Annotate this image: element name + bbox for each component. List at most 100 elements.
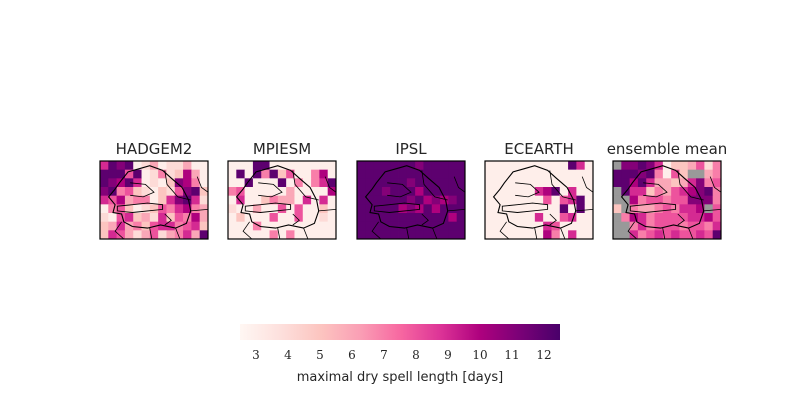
- heatmap-cell: [518, 178, 527, 188]
- heatmap-cell: [149, 169, 159, 179]
- heatmap-cell: [373, 187, 383, 197]
- heatmap-cell: [551, 178, 561, 188]
- heatmap-cell: [456, 187, 466, 197]
- heatmap-cell: [696, 204, 705, 214]
- heatmap-cell: [149, 187, 159, 197]
- heatmap-cell: [415, 161, 424, 171]
- heatmap-cell: [365, 169, 375, 179]
- heatmap-cell: [493, 221, 503, 231]
- heatmap-cell: [244, 169, 254, 179]
- heatmap-cell: [252, 169, 262, 179]
- heatmap-cell: [440, 204, 449, 214]
- heatmap-cell: [116, 169, 126, 179]
- heatmap-cell: [166, 169, 176, 179]
- heatmap-cell: [423, 204, 433, 214]
- heatmap-cell: [357, 178, 366, 188]
- heatmap-cell: [501, 221, 511, 231]
- heatmap-cell: [493, 161, 503, 171]
- heatmap-cell: [319, 178, 329, 188]
- region-border: [549, 213, 557, 226]
- heatmap-cell: [261, 230, 270, 240]
- heatmap-cell: [141, 169, 151, 179]
- heatmap-cell: [621, 213, 631, 223]
- heatmap-cell: [662, 187, 672, 197]
- heatmap-cell: [654, 178, 664, 188]
- region-border: [318, 209, 337, 212]
- heatmap-cell: [456, 161, 466, 171]
- heatmap-cell: [584, 195, 594, 205]
- heatmap-cell: [277, 204, 287, 214]
- heatmap-cell: [423, 169, 433, 179]
- heatmap-cell: [493, 195, 503, 205]
- heatmap-cell: [456, 178, 466, 188]
- heatmap-cell: [365, 161, 375, 171]
- region-border: [292, 170, 319, 201]
- heatmap-cells: [485, 161, 594, 240]
- heatmap-cell: [390, 195, 399, 205]
- heatmap-cell: [687, 230, 697, 240]
- heatmap-cell: [327, 161, 337, 171]
- heatmap-cell: [183, 221, 192, 231]
- region-border: [406, 228, 410, 240]
- heatmap-cell: [621, 230, 631, 240]
- heatmap-cell: [357, 195, 366, 205]
- panel-title: ECEARTH: [504, 140, 573, 158]
- heatmap-cell: [357, 213, 366, 223]
- heatmap-cell: [286, 178, 295, 188]
- colorbar-tick-label: 8: [412, 348, 420, 362]
- heatmap-cell: [236, 161, 246, 171]
- heatmap-cell: [654, 213, 664, 223]
- heatmap-cell: [311, 204, 320, 214]
- heatmap-cell: [199, 204, 209, 214]
- heatmap-cell: [584, 161, 594, 171]
- heatmap-cell: [199, 221, 209, 231]
- heatmap-cell: [440, 187, 449, 197]
- heatmap-cell: [327, 169, 337, 179]
- heatmap-cell: [629, 161, 639, 171]
- heatmap-cell: [568, 169, 577, 179]
- heatmap-cell: [277, 213, 287, 223]
- heatmap-cell: [629, 169, 639, 179]
- heatmap-cell: [662, 178, 672, 188]
- heatmap-cell: [551, 230, 561, 240]
- heatmap-cell: [543, 230, 552, 240]
- heatmap-cell: [637, 213, 647, 223]
- heatmap-cell: [261, 195, 270, 205]
- heatmap-cell: [431, 187, 441, 197]
- heatmap-cell: [166, 230, 176, 240]
- heatmap-cell: [518, 230, 527, 240]
- heatmap-cell: [124, 204, 134, 214]
- heatmap-cell: [311, 195, 320, 205]
- heatmap-cell: [448, 230, 458, 240]
- heatmap-cell: [485, 161, 494, 171]
- heatmap-cell: [124, 187, 134, 197]
- heatmap-cell: [302, 213, 312, 223]
- heatmap-cell: [149, 195, 159, 205]
- heatmap-cell: [191, 230, 201, 240]
- heatmap-cell: [415, 213, 424, 223]
- heatmap-cell: [576, 204, 586, 214]
- heatmap-cell: [448, 169, 458, 179]
- heatmap-cell: [415, 221, 424, 231]
- heatmap-cell: [621, 178, 631, 188]
- heatmap-cell: [191, 178, 201, 188]
- heatmap-cell: [252, 221, 262, 231]
- heatmap-cell: [712, 187, 722, 197]
- heatmap-cell: [559, 187, 569, 197]
- heatmap-cell: [124, 169, 134, 179]
- heatmap-cell: [286, 213, 295, 223]
- heatmap-cell: [133, 195, 142, 205]
- heatmap-cell: [141, 187, 151, 197]
- heatmap-cell: [381, 230, 391, 240]
- region-border: [575, 209, 594, 212]
- heatmap-cell: [166, 213, 176, 223]
- heatmap-cell: [576, 213, 586, 223]
- heatmap-cell: [518, 213, 527, 223]
- heatmap-cell: [158, 230, 167, 240]
- heatmap-cell: [311, 213, 320, 223]
- heatmap-cell: [269, 169, 279, 179]
- inner-border: [373, 202, 421, 213]
- heatmap-cell: [108, 204, 118, 214]
- heatmap-cell: [381, 195, 391, 205]
- heatmap-cell: [302, 204, 312, 214]
